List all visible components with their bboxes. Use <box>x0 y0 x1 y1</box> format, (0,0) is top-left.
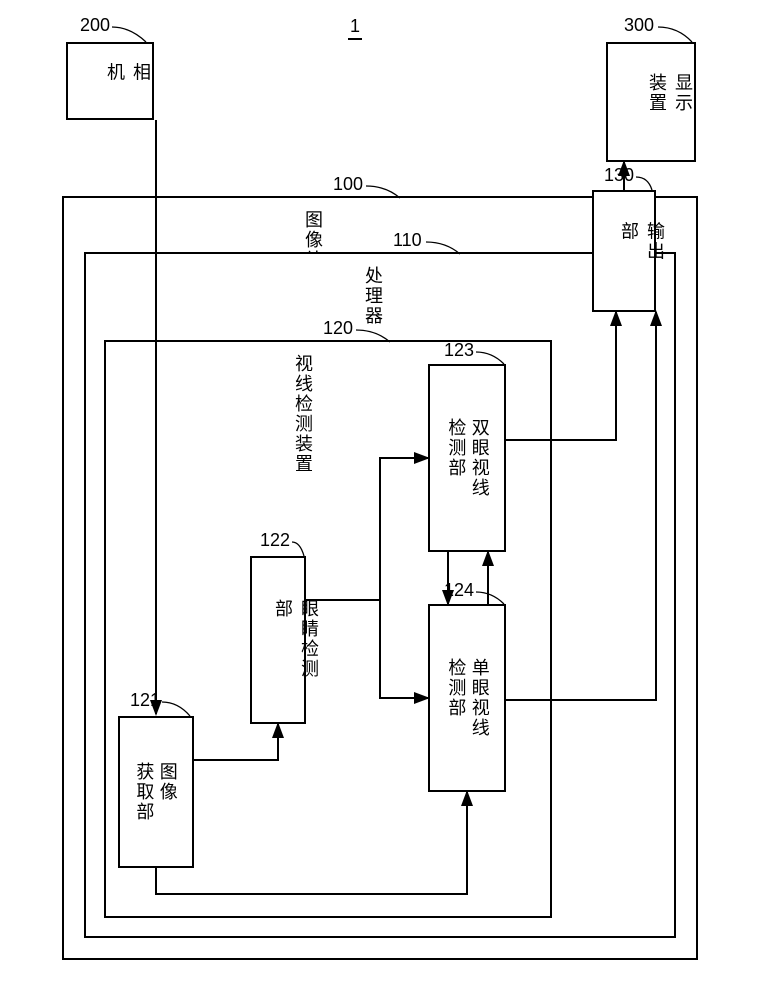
camera2: 相机 <box>66 42 154 120</box>
display2-label: 显示装置 <box>644 73 696 131</box>
b130-label: 输出部 <box>616 222 668 281</box>
eye2-label: 眼睛检测部 <box>270 599 322 681</box>
bino2-ref: 123 <box>444 340 474 361</box>
camera2-ref: 200 <box>80 15 110 36</box>
mono2-ref: 124 <box>444 580 474 601</box>
b130-ref: 130 <box>604 165 634 186</box>
gaze2-ref: 120 <box>323 318 353 339</box>
mono2-label: 单眼视线 检测部 <box>444 658 491 738</box>
proc2-label: 处理器 <box>360 266 386 326</box>
display2: 显示装置 <box>606 42 696 162</box>
eye2-ref: 122 <box>260 530 290 551</box>
gaze2-label: 视线检测装置 <box>290 354 316 474</box>
system-ref2: 1 <box>350 16 360 37</box>
display2-ref: 300 <box>624 15 654 36</box>
clean-render: 1 相机 200 显示装置 300 图像处理装置 100 处理器 110 视线检… <box>0 0 761 1000</box>
b130: 输出部 <box>592 190 656 312</box>
system-ref-ul2 <box>348 38 362 40</box>
bino2: 双眼视线 检测部 <box>428 364 506 552</box>
bino2-label: 双眼视线 检测部 <box>444 418 491 498</box>
ipd2-ref: 100 <box>333 174 363 195</box>
camera2-label: 相机 <box>102 63 154 100</box>
proc2-ref: 110 <box>393 230 422 251</box>
acq2: 图像 获取部 <box>118 716 194 868</box>
eye2: 眼睛检测部 <box>250 556 306 724</box>
acq2-ref: 121 <box>130 690 160 711</box>
acq2-label: 图像 获取部 <box>132 762 179 822</box>
mono2: 单眼视线 检测部 <box>428 604 506 792</box>
